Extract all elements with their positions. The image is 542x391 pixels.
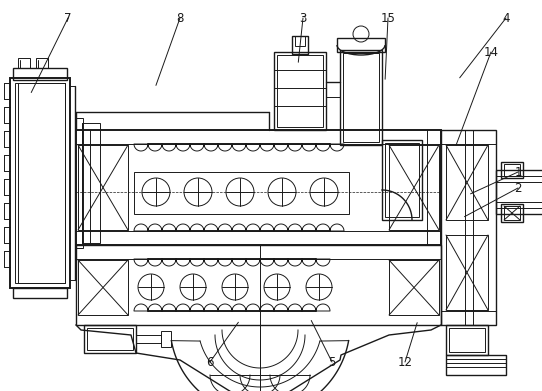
Text: 4: 4 <box>502 11 509 25</box>
Bar <box>161 331 171 347</box>
Bar <box>446 355 506 375</box>
Bar <box>136 335 161 343</box>
Bar <box>76 130 441 245</box>
Bar <box>277 55 323 127</box>
Bar <box>134 172 349 214</box>
Bar <box>18 83 65 283</box>
Bar <box>13 288 67 298</box>
Text: 6: 6 <box>207 355 214 368</box>
Bar <box>343 53 379 142</box>
Bar <box>441 130 496 325</box>
Bar <box>504 164 520 176</box>
Bar <box>385 143 419 217</box>
Bar <box>389 260 439 315</box>
Bar <box>84 325 136 353</box>
Bar <box>389 145 439 230</box>
Bar <box>501 162 523 178</box>
Bar <box>36 58 48 68</box>
Text: 15: 15 <box>380 11 396 25</box>
Bar <box>292 36 308 54</box>
Bar <box>75 118 83 248</box>
Bar <box>10 78 70 288</box>
Bar <box>446 145 488 220</box>
Bar <box>496 170 542 214</box>
Bar <box>78 145 128 230</box>
Bar <box>382 140 422 220</box>
Bar <box>13 68 67 80</box>
Bar <box>295 36 305 46</box>
Bar <box>504 206 520 220</box>
Bar <box>78 260 128 315</box>
Text: 2: 2 <box>514 181 522 194</box>
Text: 12: 12 <box>397 355 412 368</box>
Bar <box>18 58 30 68</box>
Bar <box>87 328 133 350</box>
Bar <box>340 50 382 145</box>
Text: 1: 1 <box>514 165 522 179</box>
Bar <box>76 245 441 325</box>
Bar <box>449 328 485 352</box>
Bar <box>15 83 65 283</box>
Bar <box>337 38 385 52</box>
Text: 7: 7 <box>64 11 72 25</box>
Bar <box>274 52 326 130</box>
Bar <box>446 325 488 355</box>
Text: 5: 5 <box>328 355 335 368</box>
Bar <box>501 204 523 222</box>
Text: 3: 3 <box>299 11 307 25</box>
Bar <box>446 235 488 310</box>
Bar <box>496 182 542 202</box>
Text: 14: 14 <box>483 45 499 59</box>
Text: 8: 8 <box>176 11 184 25</box>
Bar <box>496 176 542 208</box>
Bar <box>82 123 100 243</box>
